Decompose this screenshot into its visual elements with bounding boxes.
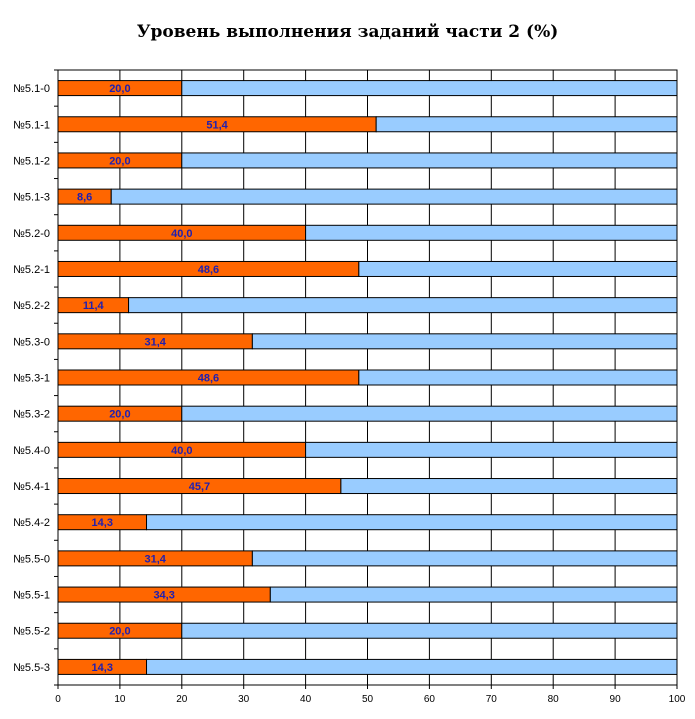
category-label: №5.2-1: [13, 264, 50, 276]
category-label: №5.4-2: [13, 517, 50, 529]
category-label: №5.1-2: [13, 155, 50, 167]
bar-data-label: 40,0: [171, 445, 192, 457]
bar-segment-remainder: [110, 188, 678, 205]
category-label: №5.3-0: [13, 336, 50, 348]
bar-data-label: 20,0: [109, 155, 130, 167]
bar-data-label: 8,6: [77, 192, 92, 204]
bar-data-label: 14,3: [92, 517, 113, 529]
bar-data-label: 20,0: [109, 409, 130, 421]
category-label: №5.1-1: [13, 119, 50, 131]
bar-data-label: 48,6: [198, 373, 219, 385]
x-tick-label: 0: [55, 694, 61, 705]
bar-segment-remainder: [251, 333, 678, 350]
bar-segment-remainder: [181, 405, 678, 422]
category-label: №5.3-1: [13, 373, 50, 385]
x-tick-label: 100: [669, 694, 686, 705]
bar-data-label: 34,3: [153, 590, 174, 602]
category-label: №5.2-0: [13, 228, 50, 240]
bar-data-label: 51,4: [206, 119, 228, 131]
category-label: №5.2-2: [13, 300, 50, 312]
x-tick-label: 50: [362, 694, 374, 705]
category-label: №5.5-3: [13, 662, 50, 674]
bar-data-label: 20,0: [109, 626, 130, 638]
bar-segment-remainder: [375, 116, 678, 133]
bar-segment-remainder: [358, 369, 678, 386]
bar-data-label: 48,6: [198, 264, 219, 276]
category-label: №5.3-2: [13, 409, 50, 421]
bar-segment-remainder: [146, 658, 678, 675]
x-tick-label: 40: [300, 694, 312, 705]
bar-segment-remainder: [181, 622, 678, 639]
chart-title: Уровень выполнения заданий части 2 (%): [136, 22, 559, 42]
bar-segment-remainder: [340, 478, 678, 495]
category-label: №5.4-1: [13, 481, 50, 493]
x-tick-label: 60: [424, 694, 436, 705]
x-tick-label: 70: [486, 694, 498, 705]
bar-segment-remainder: [269, 586, 678, 603]
bar-data-label: 20,0: [109, 83, 130, 95]
x-tick-label: 20: [176, 694, 188, 705]
category-label: №5.5-2: [13, 626, 50, 638]
bar-segment-remainder: [181, 80, 678, 97]
bar-data-label: 11,4: [83, 300, 105, 312]
bar-segment-remainder: [128, 297, 678, 314]
x-tick-label: 10: [114, 694, 126, 705]
bar-segment-remainder: [358, 260, 678, 277]
bar-segment-remainder: [305, 441, 678, 458]
bar-data-label: 31,4: [144, 336, 166, 348]
bar-segment-remainder: [146, 514, 678, 531]
category-label: №5.1-3: [13, 192, 50, 204]
category-label: №5.4-0: [13, 445, 50, 457]
bar-data-label: 14,3: [92, 662, 113, 674]
category-label: №5.5-1: [13, 590, 50, 602]
bar-data-label: 31,4: [144, 553, 166, 565]
x-tick-label: 30: [238, 694, 250, 705]
x-tick-label: 80: [548, 694, 560, 705]
x-tick-label: 90: [610, 694, 622, 705]
bar-data-label: 40,0: [171, 228, 192, 240]
bar-segment-remainder: [181, 152, 678, 169]
bar-segment-remainder: [305, 224, 678, 241]
bar-segment-remainder: [251, 550, 678, 567]
bar-data-label: 45,7: [189, 481, 210, 493]
category-label: №5.1-0: [13, 83, 50, 95]
category-label: №5.5-0: [13, 553, 50, 565]
